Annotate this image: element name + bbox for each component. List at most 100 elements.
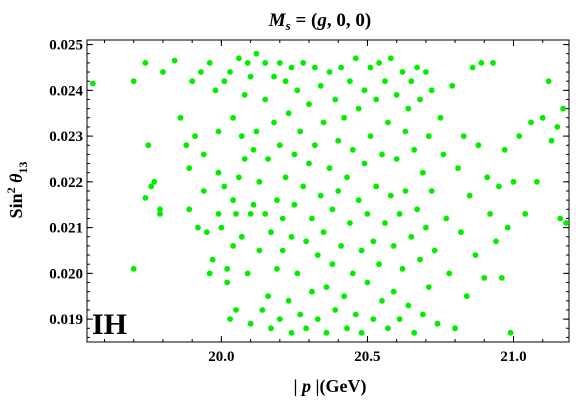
scatter-point	[151, 178, 158, 185]
scatter-point	[224, 279, 231, 286]
scatter-point	[285, 297, 292, 304]
xlabel-part-1: p	[300, 376, 311, 396]
scatter-point	[364, 211, 371, 217]
scatter-point	[402, 128, 409, 135]
scatter-point	[376, 60, 382, 66]
scatter-point	[206, 270, 213, 277]
x-ticks: 20.0 20.5 21.0	[104, 40, 544, 365]
scatter-point	[387, 55, 394, 62]
scatter-point	[312, 142, 318, 149]
scatter-point	[192, 133, 199, 140]
scatter-point	[291, 151, 298, 158]
scatter-point	[373, 183, 380, 190]
scatter-point	[402, 188, 409, 194]
scatter-point	[376, 261, 382, 268]
scatter-point	[215, 169, 222, 176]
scatter-point	[320, 119, 327, 126]
scatter-point	[148, 183, 155, 190]
scatter-point	[186, 206, 193, 213]
scatter-point	[370, 316, 377, 322]
y-tick-label: 0.019	[49, 312, 83, 328]
scatter-point	[274, 265, 280, 272]
y-axis-label: Sin2 θ13	[4, 162, 30, 219]
scatter-point	[285, 110, 292, 117]
scatter-point	[326, 165, 333, 172]
scatter-point	[332, 307, 339, 313]
title-part-2: = (	[291, 10, 318, 31]
x-tick-label: 20.5	[354, 349, 380, 365]
scatter-point	[145, 142, 152, 149]
scatter-point	[481, 275, 488, 281]
scatter-point	[428, 87, 435, 94]
scatter-point	[189, 78, 196, 85]
scatter-point	[399, 265, 406, 272]
title-part-4: , 0, 0)	[327, 10, 371, 31]
scatter-point	[390, 288, 397, 295]
scatter-point	[230, 114, 237, 121]
y-tick-label: 0.025	[49, 38, 83, 54]
scatter-point	[326, 69, 333, 75]
scatter-point	[560, 105, 567, 112]
scatter-point	[209, 256, 216, 263]
scatter-point	[341, 114, 347, 121]
scatter-point	[522, 211, 529, 217]
scatter-point	[349, 146, 356, 153]
scatter-point	[352, 311, 359, 318]
scatter-point	[498, 275, 505, 281]
scatter-point	[361, 160, 368, 167]
scatter-point	[466, 192, 473, 199]
scatter-point	[130, 78, 137, 85]
scatter-point	[317, 82, 324, 89]
y-tick-label: 0.023	[49, 129, 83, 145]
scatter-point	[425, 133, 432, 140]
scatter-point	[341, 293, 347, 300]
scatter-point	[563, 220, 569, 226]
scatter-point	[256, 178, 263, 185]
scatter-point	[276, 316, 283, 322]
scatter-point	[314, 316, 321, 322]
scatter-point	[253, 50, 260, 57]
scatter-point	[247, 73, 254, 80]
annotation-label: IH	[92, 308, 127, 341]
scatter-point	[423, 69, 429, 75]
scatter-point	[405, 105, 412, 112]
scatter-point	[393, 156, 400, 162]
scatter-point	[233, 307, 239, 313]
scatter-point	[241, 156, 248, 162]
scatter-point	[507, 329, 514, 336]
scatter-point	[294, 270, 301, 277]
scatter-point	[399, 69, 406, 75]
scatter-point	[186, 165, 193, 172]
scatter-point	[303, 238, 309, 245]
scatter-point	[344, 325, 350, 332]
scatter-point	[349, 270, 356, 277]
scatter-point	[288, 329, 295, 336]
scatter-point	[455, 165, 461, 172]
scatter-point	[352, 55, 359, 62]
scatter-point	[203, 229, 210, 236]
scatter-point	[320, 229, 327, 236]
scatter-point	[434, 320, 441, 327]
scatter-point	[428, 188, 435, 194]
scatter-point	[221, 78, 228, 85]
y-tick-label: 0.022	[49, 175, 83, 191]
scatter-point	[338, 243, 344, 249]
scatter-point	[431, 247, 438, 254]
scatter-point	[215, 128, 222, 135]
scatter-point	[484, 174, 491, 181]
scatter-point	[545, 78, 552, 85]
scatter-point	[405, 302, 412, 309]
scatter-point	[534, 178, 540, 185]
scatter-point	[291, 201, 298, 208]
scatter-point	[274, 197, 280, 204]
scatter-point	[358, 247, 365, 254]
scatter-point	[443, 215, 450, 222]
scatter-point	[437, 114, 444, 121]
title-part-1: s	[285, 18, 291, 33]
scatter-point	[548, 137, 555, 144]
scatter-point	[233, 211, 239, 217]
scatter-point	[379, 151, 385, 158]
scatter-point	[230, 243, 237, 249]
scatter-point	[364, 279, 371, 286]
scatter-point	[268, 325, 274, 332]
